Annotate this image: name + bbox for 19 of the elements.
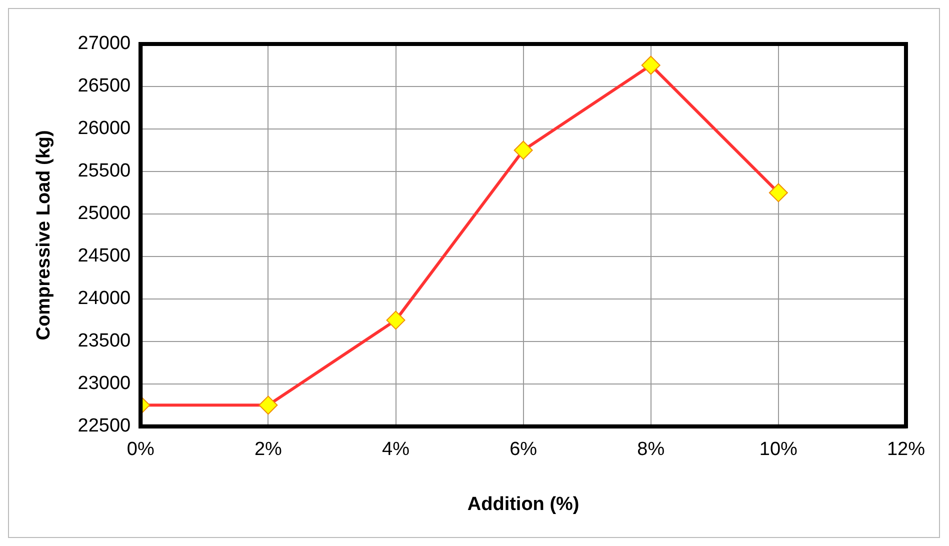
- x-tick-label: 12%: [886, 439, 926, 460]
- y-tick-label: 27000: [78, 33, 131, 54]
- y-tick-label: 23500: [78, 330, 131, 352]
- x-tick-label: 8%: [637, 439, 665, 460]
- y-tick-label: 22500: [78, 416, 131, 437]
- x-tick-label: 2%: [254, 439, 282, 460]
- x-tick-label: 6%: [510, 439, 538, 460]
- y-tick-label: 25000: [78, 203, 131, 224]
- y-axis-title: Compressive Load (kg): [34, 130, 55, 340]
- y-tick-label: 25500: [78, 160, 131, 182]
- x-tick-label: 4%: [382, 439, 410, 460]
- x-axis-title: Addition (%): [467, 494, 580, 515]
- y-tick-label: 26000: [78, 118, 131, 140]
- x-tick-label: 10%: [759, 439, 798, 460]
- x-tick-label: 0%: [126, 439, 154, 460]
- y-tick-label: 23000: [78, 373, 131, 394]
- y-tick-label: 24000: [78, 288, 131, 310]
- y-tick-label: 26500: [78, 76, 131, 97]
- y-tick-label: 24500: [78, 246, 131, 267]
